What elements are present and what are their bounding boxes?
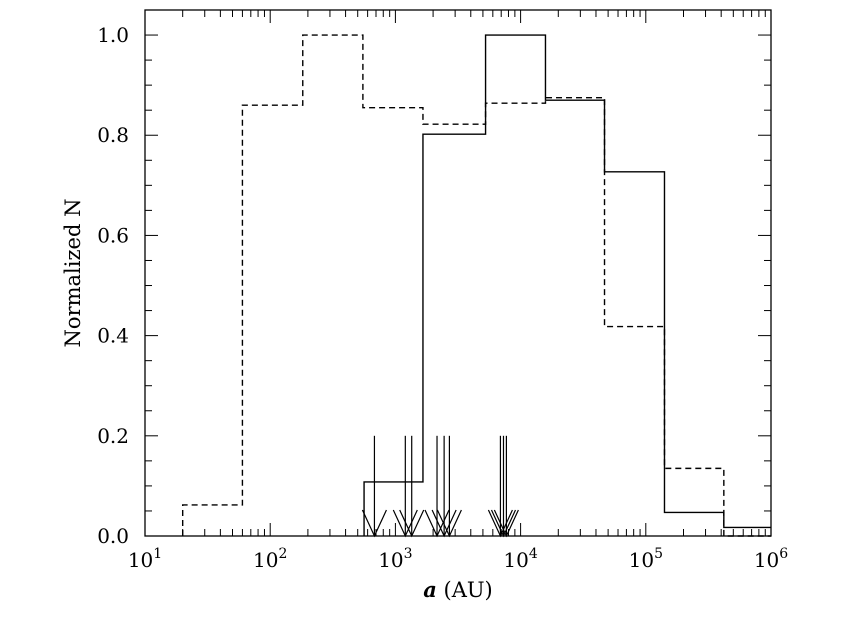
x-tick-labels: 101 102 103 104 105 106 bbox=[128, 546, 788, 572]
dashed-histogram-series bbox=[181, 34, 771, 537]
series-layer bbox=[181, 34, 771, 537]
plot-frame bbox=[144, 9, 772, 537]
arrows-layer bbox=[361, 435, 519, 538]
y-tick-label: 0.4 bbox=[97, 324, 129, 348]
upper-limit-arrow bbox=[361, 435, 387, 538]
x-tick-label: 105 bbox=[629, 546, 663, 572]
x-tick-label: 102 bbox=[253, 546, 287, 572]
y-tick-label: 0.8 bbox=[97, 123, 129, 147]
y-tick-label: 1.0 bbox=[97, 23, 129, 47]
upper-limit-arrow bbox=[436, 435, 462, 538]
upper-limit-arrow bbox=[487, 435, 513, 538]
upper-limit-arrow bbox=[493, 435, 519, 538]
x-tick-label: 103 bbox=[378, 546, 412, 572]
solid-histogram-series bbox=[363, 34, 771, 536]
y-tick-label: 0.2 bbox=[97, 424, 129, 448]
y-axis-title: Normalized N bbox=[61, 199, 85, 348]
upper-limit-arrow bbox=[399, 435, 425, 538]
x-tick-label: 104 bbox=[503, 546, 537, 572]
x-tick-label: 106 bbox=[754, 546, 788, 572]
x-axis-title-unit: (AU) bbox=[437, 578, 493, 602]
grid-layer bbox=[144, 10, 771, 537]
y-tick-label: 0.6 bbox=[97, 223, 129, 247]
upper-limit-arrow bbox=[490, 435, 517, 538]
y-tick-labels: 0.0 0.2 0.4 0.6 0.8 1.0 bbox=[97, 23, 129, 548]
x-axis-title: a (AU) bbox=[423, 577, 493, 602]
upper-limit-arrow bbox=[431, 435, 457, 538]
x-axis-title-variable: a bbox=[423, 577, 437, 602]
x-tick-label: 101 bbox=[128, 546, 162, 572]
y-tick-label: 0.0 bbox=[97, 524, 129, 548]
